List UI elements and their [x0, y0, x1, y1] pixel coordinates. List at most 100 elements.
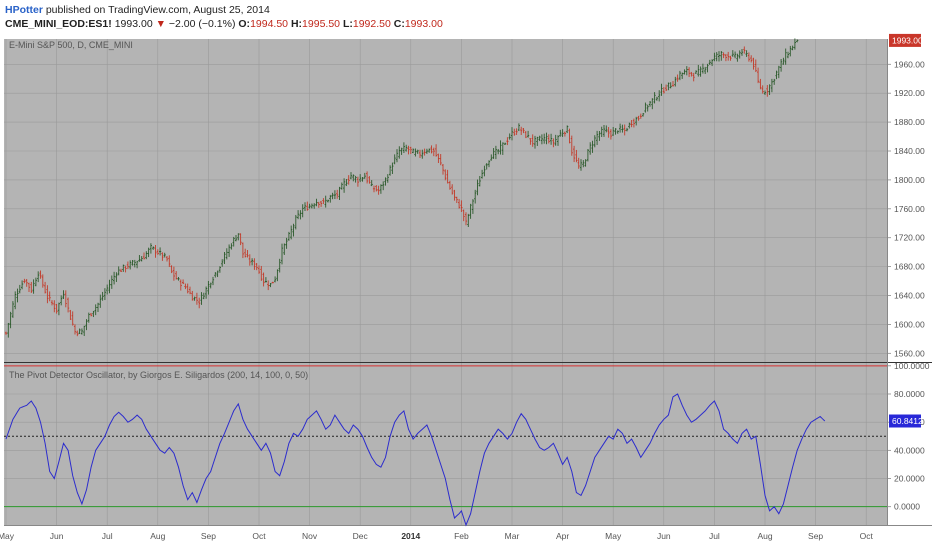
close-value: 1993.00 [404, 18, 443, 30]
ohlc-bar [375, 185, 378, 192]
ohlc-bar [306, 201, 309, 211]
ohlc-bar [191, 290, 194, 301]
ohlc-bar [101, 291, 104, 301]
ohlc-bar [674, 76, 677, 87]
ohlc-bar [338, 186, 341, 200]
price-axis[interactable]: 1960.00 1920.00 1880.00 1840.00 1800.00 1760.… [887, 59, 925, 358]
price-tick-label: 1600.00 [894, 319, 925, 329]
ohlc-bar [352, 174, 355, 182]
ohlc-bar [763, 90, 767, 95]
time-tick-label: Apr [556, 531, 569, 541]
ohlc-bar [313, 203, 316, 209]
ohlc-bar [333, 190, 336, 200]
ohlc-bar [172, 266, 175, 281]
ohlc-bar [400, 147, 403, 155]
ohlc-bar [46, 285, 49, 304]
ohlc-bar [598, 131, 601, 141]
ohlc-bar [460, 200, 463, 212]
ohlc-bar [416, 149, 419, 154]
last-price-tag: 1993.00 [889, 33, 923, 47]
ohlc-bar [621, 124, 624, 133]
ohlc-bar [754, 59, 757, 73]
ohlc-bar [218, 266, 221, 273]
time-tick-label: Dec [353, 531, 369, 541]
ohlc-bar [697, 64, 700, 77]
ohlc-bar [483, 165, 486, 177]
ohlc-bar [205, 286, 208, 299]
ohlc-bar [99, 294, 102, 308]
ohlc-bar [366, 171, 369, 184]
ohlc-bar [386, 174, 389, 183]
ohlc-bar [55, 303, 58, 314]
ohlc-bar [113, 271, 116, 285]
ohlc-bar [734, 51, 737, 59]
time-axis[interactable]: May Jun Jul Aug Sep Oct Nov Dec 2014 Feb Mar Apr May… [0, 531, 873, 541]
ohlc-bar [119, 268, 123, 273]
time-tick-label: Sep [201, 531, 216, 541]
ohlc-bar [244, 248, 247, 258]
ohlc-bar [177, 277, 180, 281]
ohlc-bar [619, 123, 622, 133]
ohlc-bar [529, 138, 532, 145]
author-link[interactable]: HPotter [5, 4, 43, 16]
ohlc-bar [202, 292, 205, 300]
oscillator-pane-background[interactable] [4, 363, 887, 525]
ohlc-bar [540, 134, 543, 145]
ohlc-bar [301, 204, 304, 218]
ohlc-bar [124, 265, 127, 273]
ohlc-bar [131, 259, 134, 266]
ohlc-bar [600, 126, 603, 137]
ohlc-bar [409, 146, 412, 154]
time-tick-label: May [605, 531, 622, 541]
ohlc-bar [644, 102, 647, 113]
ohlc-bar [234, 235, 238, 242]
ohlc-bar [768, 84, 771, 95]
ohlc-bar [451, 184, 454, 195]
ohlc-bar [612, 126, 615, 136]
ohlc-bar [241, 242, 244, 259]
ohlc-bar [789, 45, 792, 57]
ohlc-bar [522, 127, 525, 134]
price-pane-background[interactable] [4, 39, 887, 362]
ohlc-bar [317, 201, 320, 208]
ohlc-bar [11, 301, 14, 318]
ohlc-bar [108, 279, 111, 294]
ohlc-bar [149, 243, 152, 254]
ohlc-bar [214, 272, 217, 278]
ohlc-bar [326, 199, 330, 203]
oscillator-pane-title: The Pivot Detector Oscillator, by Giorgo… [9, 370, 308, 380]
ohlc-bar [701, 63, 704, 74]
ohlc-bar [359, 174, 362, 183]
time-tick-label: Oct [252, 531, 266, 541]
ohlc-bar [607, 127, 610, 138]
ohlc-bar [759, 78, 762, 90]
down-arrow-icon: ▼ [155, 18, 166, 30]
ohlc-bar [692, 72, 695, 82]
ohlc-bar [660, 83, 663, 96]
ohlc-bar [628, 122, 631, 129]
ohlc-bar [761, 85, 764, 94]
ohlc-bar [216, 270, 219, 278]
last-oscillator-tag-text: 60.8412 [892, 416, 923, 426]
chart-canvas[interactable]: 1960.00 1920.00 1880.00 1840.00 1800.00 1760.… [0, 32, 932, 550]
ohlc-bar [161, 252, 164, 261]
ohlc-bar [752, 57, 755, 70]
ohlc-bar [589, 142, 592, 155]
ohlc-bar [384, 177, 387, 186]
ohlc-bar [223, 251, 226, 265]
ohlc-bar [683, 69, 686, 75]
ohlc-bar [435, 144, 438, 157]
ohlc-bar [727, 51, 730, 61]
symbol-name[interactable]: CME_MINI_EOD:ES1! [5, 18, 112, 30]
ohlc-bar [605, 125, 608, 133]
ohlc-bar [78, 328, 81, 334]
ohlc-bar [83, 325, 86, 337]
ohlc-bar [278, 258, 281, 273]
ohlc-bar [573, 145, 576, 163]
ohlc-bar [147, 247, 150, 258]
open-label: O: [238, 18, 251, 30]
ohlc-bar [543, 133, 546, 144]
oscillator-line [5, 393, 826, 527]
ohlc-bar [635, 116, 638, 126]
ohlc-bar [207, 280, 210, 295]
